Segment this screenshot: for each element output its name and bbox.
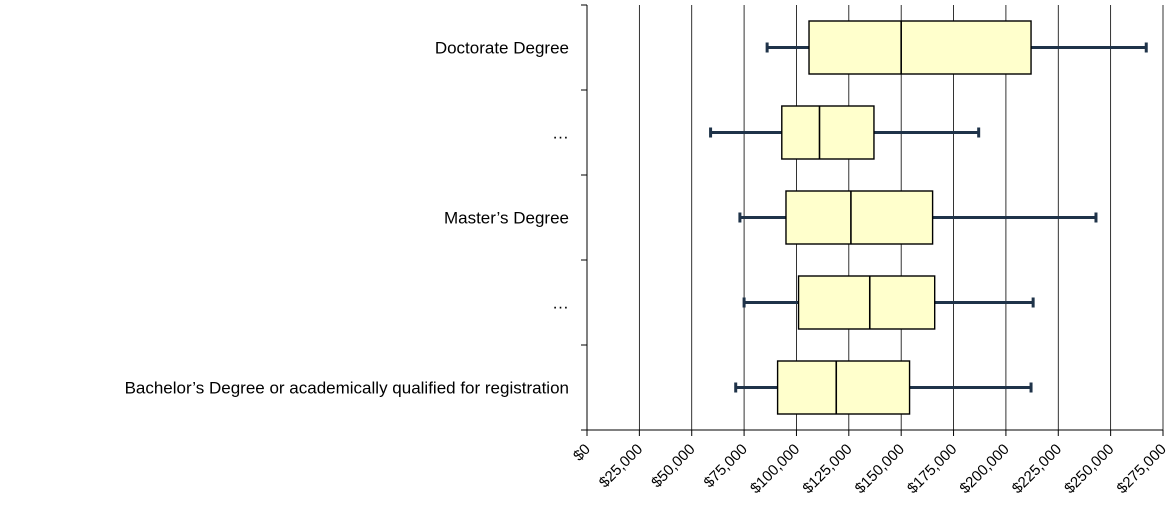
x-tick-label: $0 (570, 441, 594, 465)
box-iqr (808, 20, 1032, 75)
box-iqr (785, 190, 934, 245)
box-iqr (781, 105, 875, 160)
x-tick-label: $175,000 (904, 441, 960, 497)
box-group (709, 105, 981, 160)
boxes (709, 20, 1148, 415)
x-tick-label: $250,000 (1061, 441, 1117, 497)
x-tick-label: $150,000 (852, 441, 908, 497)
category-label: Doctorate Degree (435, 39, 569, 58)
x-tick-label: $75,000 (701, 441, 751, 491)
x-tick-label: $50,000 (648, 441, 698, 491)
box-iqr (797, 275, 936, 330)
x-tick-label: $225,000 (1009, 441, 1065, 497)
x-tick-label: $275,000 (1114, 441, 1170, 497)
x-tick-label: $100,000 (747, 441, 803, 497)
box-group (765, 20, 1148, 75)
box-group (738, 190, 1098, 245)
category-label: … (552, 294, 569, 313)
axes (581, 4, 1164, 436)
category-label: … (552, 124, 569, 143)
category-label: Master’s Degree (444, 209, 569, 228)
box-group (742, 275, 1035, 330)
x-tick-label: $200,000 (956, 441, 1012, 497)
box-iqr (776, 360, 911, 415)
category-label: Bachelor’s Degree or academically qualif… (125, 379, 569, 398)
x-tick-label: $125,000 (799, 441, 855, 497)
x-tick-label: $25,000 (596, 441, 646, 491)
x-tick-labels: $0 $25,000 $50,000 $75,000$100,000$125,000$… (570, 441, 1170, 497)
category-labels: Doctorate Degree … Master’s Degree … Bachelo… (125, 39, 569, 398)
box-group (734, 360, 1033, 415)
